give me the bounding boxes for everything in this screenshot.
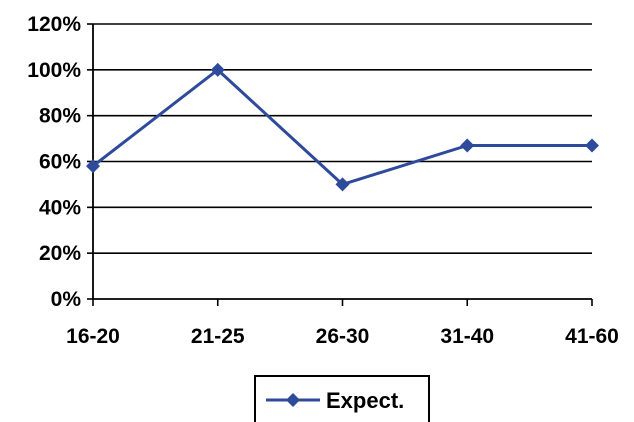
x-tick-label: 26-30	[316, 325, 370, 348]
y-tick-label: 40%	[39, 196, 81, 219]
y-tick-label: 80%	[39, 105, 81, 128]
y-tick-label: 20%	[39, 242, 81, 265]
x-tick-label: 21-25	[191, 325, 245, 348]
legend-label: Expect.	[326, 388, 404, 413]
data-point-marker	[86, 159, 100, 174]
data-point-marker	[335, 177, 350, 192]
series-lines	[92, 67, 592, 187]
y-tick-label: 0%	[51, 288, 82, 311]
y-tick-label: 100%	[27, 59, 81, 82]
y-axis-tick-labels: 0% 20% 40% 60% 80% 100% 120%	[27, 13, 81, 311]
y-tick-label: 60%	[39, 151, 81, 174]
data-markers	[86, 62, 599, 192]
gridlines	[93, 23, 592, 254]
data-point-marker	[585, 138, 599, 153]
legend: Expect.	[254, 375, 430, 422]
x-tick-label: 16-20	[66, 325, 120, 348]
series-line-expect	[92, 67, 592, 187]
x-tick-label: 41-60	[565, 325, 619, 348]
x-tick-label: 31-40	[440, 325, 494, 348]
x-axis-tick-labels: 16-20 21-25 26-30 31-40 41-60	[66, 325, 619, 348]
data-point-marker	[210, 62, 225, 77]
axes	[87, 23, 593, 306]
data-point-marker	[460, 138, 475, 153]
y-tick-label: 120%	[27, 13, 81, 36]
legend-diamond-marker	[286, 393, 300, 407]
